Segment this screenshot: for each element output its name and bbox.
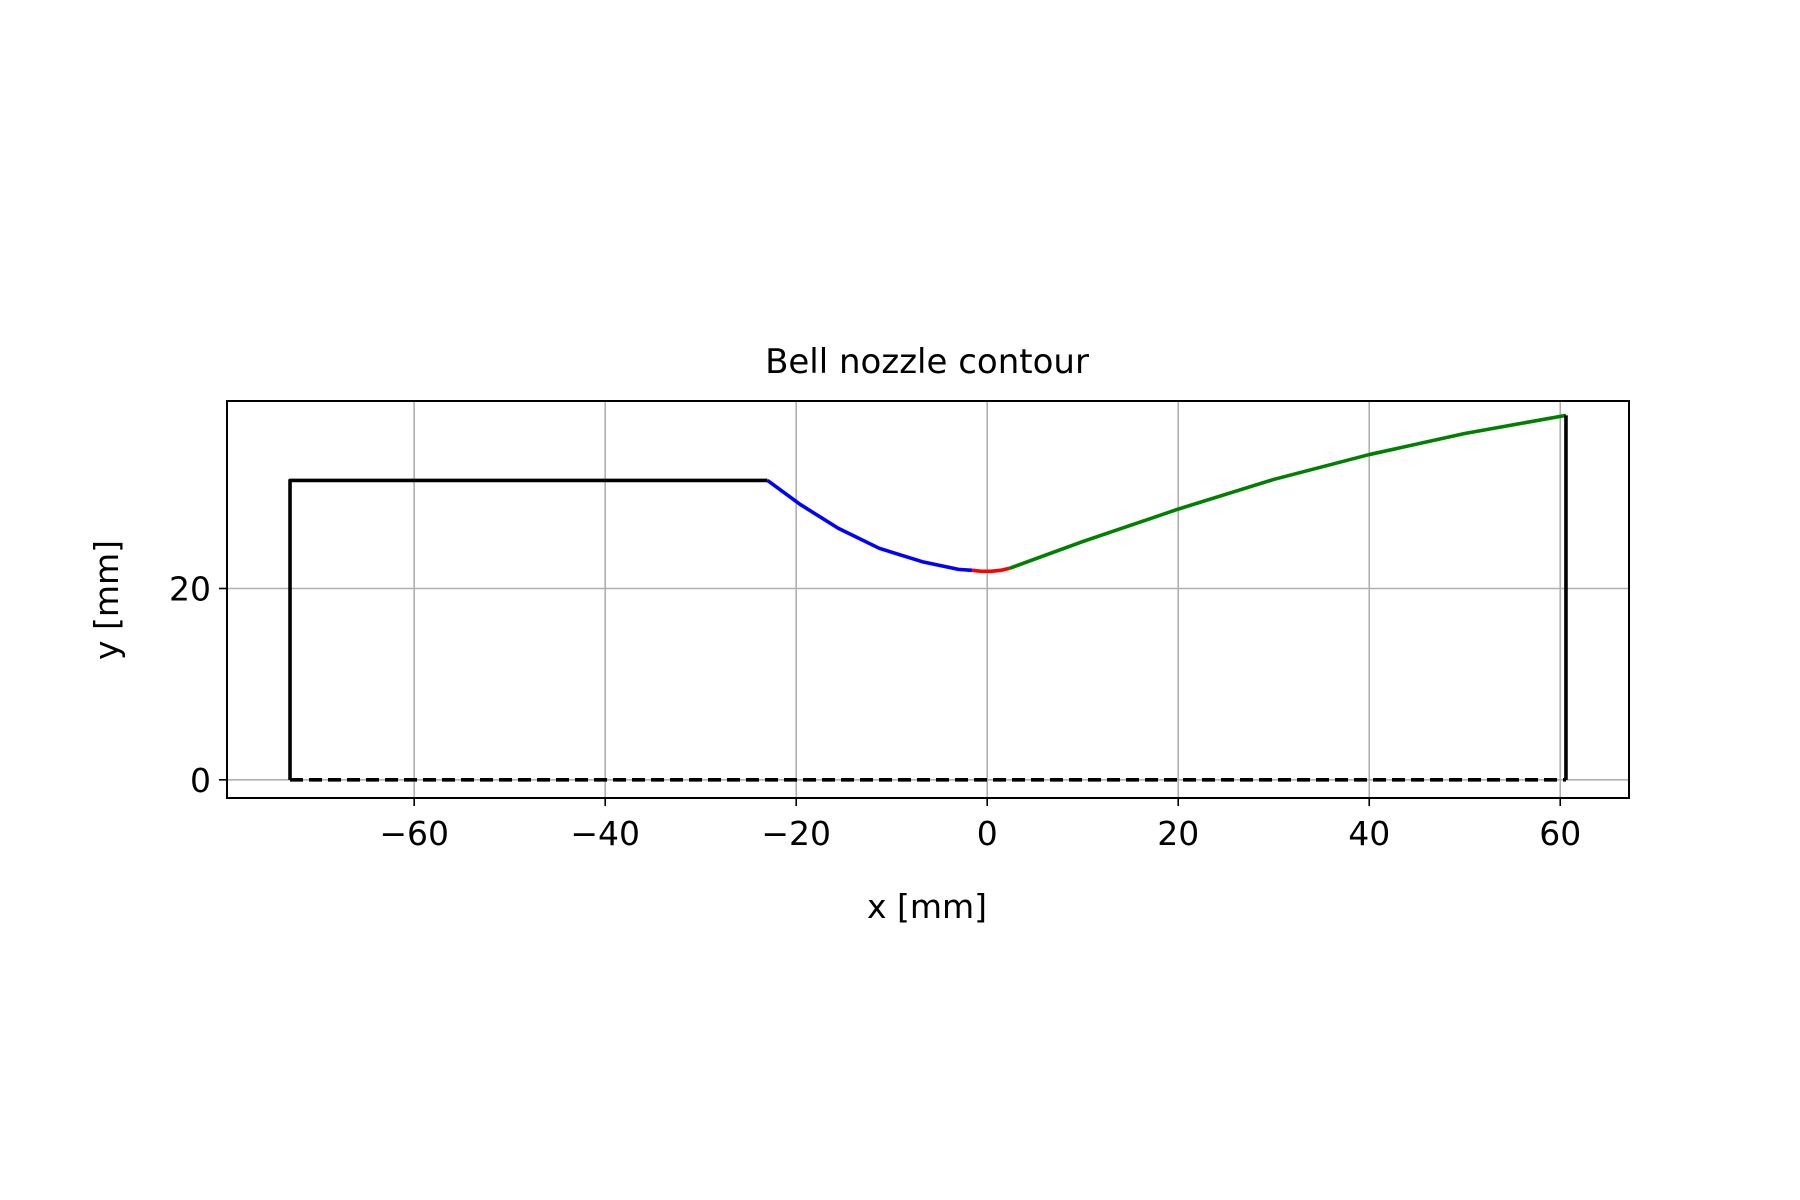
x-tick-label: 40 bbox=[1348, 814, 1390, 853]
x-tick-label: 20 bbox=[1157, 814, 1199, 853]
plot-series bbox=[288, 413, 1568, 782]
series-line-1 bbox=[766, 478, 973, 573]
y-axis-label: y [mm] bbox=[87, 540, 126, 660]
x-tick-label: −40 bbox=[570, 814, 640, 853]
chart-title: Bell nozzle contour bbox=[765, 342, 1089, 382]
series-line-3 bbox=[1008, 413, 1567, 571]
x-tick-label: −20 bbox=[761, 814, 831, 853]
x-tick-label: −60 bbox=[379, 814, 449, 853]
x-axis-label: x [mm] bbox=[867, 887, 987, 926]
series-line-2 bbox=[971, 566, 1010, 574]
axis-ticks: −60 −40 −20 0 20 40 60 0 20 bbox=[169, 569, 1581, 853]
y-tick-label: 0 bbox=[190, 761, 211, 800]
y-tick-label: 20 bbox=[169, 569, 211, 608]
axes-frame bbox=[226, 400, 1630, 799]
series-line-0 bbox=[288, 478, 768, 780]
x-tick-label: 60 bbox=[1539, 814, 1581, 853]
x-tick-label: 0 bbox=[977, 814, 998, 853]
